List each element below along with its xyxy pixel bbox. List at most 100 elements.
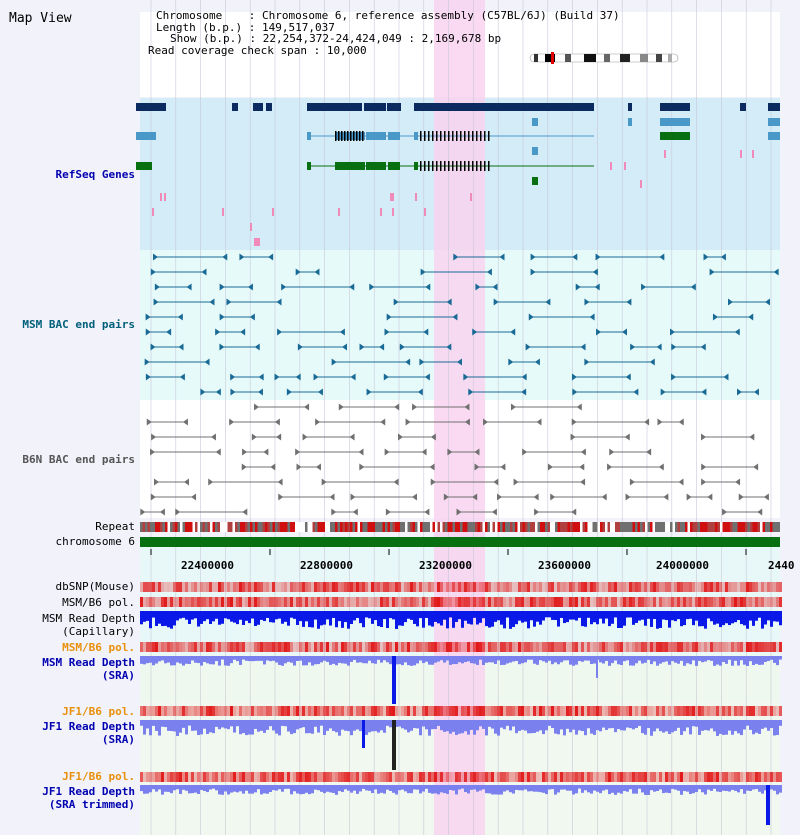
- read-depth-bar: [770, 785, 773, 790]
- polymorphism-density-cell: [749, 772, 752, 782]
- read-depth-bar: [746, 785, 749, 791]
- repeat-block: [700, 522, 703, 532]
- repeat-block: [682, 522, 685, 532]
- gene-exon: [136, 162, 152, 170]
- read-depth-bar: [758, 656, 761, 665]
- repeat-block: [627, 522, 630, 532]
- read-depth-bar: [554, 785, 557, 795]
- read-depth-bar: [410, 656, 413, 666]
- read-depth-bar: [371, 785, 374, 794]
- read-depth-bar: [200, 785, 203, 790]
- read-depth-bar: [359, 785, 362, 792]
- read-depth-bar: [164, 656, 167, 664]
- polymorphism-density-cell: [272, 772, 275, 782]
- read-depth-bar: [560, 611, 563, 618]
- polymorphism-density-cell: [722, 597, 725, 607]
- polymorphism-density-cell: [185, 642, 188, 652]
- repeat-block: [387, 522, 390, 532]
- track-label-msm-bac[interactable]: MSM BAC end pairs: [22, 318, 135, 331]
- polymorphism-density-cell: [644, 642, 647, 652]
- polymorphism-density-cell: [278, 706, 281, 716]
- read-depth-bar: [407, 720, 410, 733]
- repeat-block: [510, 522, 513, 532]
- read-depth-bar: [347, 656, 350, 666]
- polymorphism-density-cell: [398, 706, 401, 716]
- read-depth-bar: [509, 720, 512, 731]
- read-depth-bar: [650, 785, 653, 791]
- ideogram-band: [565, 54, 571, 62]
- exon-tick: [444, 161, 446, 171]
- read-depth-bar: [206, 611, 209, 620]
- polymorphism-density-cell: [329, 582, 332, 592]
- polymorphism-density-cell: [560, 772, 563, 782]
- repeat-block: [725, 522, 728, 532]
- read-depth-bar: [404, 611, 407, 623]
- repeat-block: [512, 522, 515, 532]
- track-label-b6n-bac[interactable]: B6N BAC end pairs: [22, 453, 135, 466]
- repeat-block: [655, 522, 658, 532]
- b6n-bac-pair-end: [534, 508, 540, 516]
- read-depth-bar: [278, 785, 281, 790]
- polymorphism-density-cell: [650, 706, 653, 716]
- polymorphism-density-cell: [752, 772, 755, 782]
- polymorphism-density-cell: [737, 642, 740, 652]
- read-depth-bar: [563, 785, 566, 790]
- polymorphism-density-cell: [338, 772, 341, 782]
- read-depth-bar: [527, 611, 530, 629]
- msm-bac-pair-end: [150, 268, 156, 276]
- read-depth-bar: [401, 656, 404, 666]
- repeat-block: [545, 522, 548, 532]
- polymorphism-density-cell: [488, 597, 491, 607]
- read-depth-bar: [476, 785, 479, 792]
- read-depth-bar: [236, 785, 239, 793]
- polymorphism-density-cell: [386, 772, 389, 782]
- read-depth-bar: [224, 720, 227, 729]
- polymorphism-density-cell: [143, 597, 146, 607]
- read-depth-bar: [575, 785, 578, 794]
- polymorphism-density-cell: [635, 597, 638, 607]
- polymorphism-density-cell: [581, 706, 584, 716]
- polymorphism-density-cell: [281, 772, 284, 782]
- polymorphism-density-cell: [320, 772, 323, 782]
- polymorphism-density-cell: [275, 597, 278, 607]
- polymorphism-density-cell: [506, 597, 509, 607]
- polymorphism-density-cell: [692, 597, 695, 607]
- repeat-block: [200, 522, 203, 532]
- read-depth-bar: [263, 720, 266, 733]
- polymorphism-density-cell: [395, 597, 398, 607]
- read-depth-bar: [716, 785, 719, 792]
- polymorphism-density-cell: [566, 772, 569, 782]
- read-depth-bar: [221, 720, 224, 728]
- read-depth-bar: [164, 611, 167, 626]
- polymorphism-density-cell: [467, 597, 470, 607]
- msm-bac-pair-end: [596, 328, 602, 336]
- polymorphism-density-cell: [539, 706, 542, 716]
- read-depth-bar: [422, 656, 425, 664]
- read-depth-bar: [641, 720, 644, 734]
- read-depth-bar: [752, 720, 755, 735]
- polymorphism-density-cell: [650, 642, 653, 652]
- polymorphism-density-cell: [335, 642, 338, 652]
- read-depth-bar: [425, 785, 428, 789]
- polymorphism-density-cell: [470, 642, 473, 652]
- repeat-block: [527, 522, 530, 532]
- read-depth-bar: [170, 611, 173, 629]
- read-depth-bar: [287, 611, 290, 626]
- polymorphism-density-cell: [749, 706, 752, 716]
- read-depth-bar: [257, 785, 260, 790]
- polymorphism-density-cell: [779, 582, 782, 592]
- exon-tick: [338, 131, 340, 141]
- repeat-block: [652, 522, 655, 532]
- track-label-refseq[interactable]: RefSeq Genes: [55, 168, 135, 181]
- polymorphism-density-cell: [638, 582, 641, 592]
- polymorphism-density-cell: [278, 597, 281, 607]
- polymorphism-density-cell: [443, 706, 446, 716]
- polymorphism-density-cell: [314, 642, 317, 652]
- polymorphism-density-cell: [737, 772, 740, 782]
- polymorphism-density-cell: [620, 582, 623, 592]
- b6n-bac-pair-end: [571, 418, 577, 426]
- read-depth-bar: [194, 611, 197, 619]
- polymorphism-density-cell: [740, 772, 743, 782]
- b6n-bac-pair-end: [678, 418, 684, 426]
